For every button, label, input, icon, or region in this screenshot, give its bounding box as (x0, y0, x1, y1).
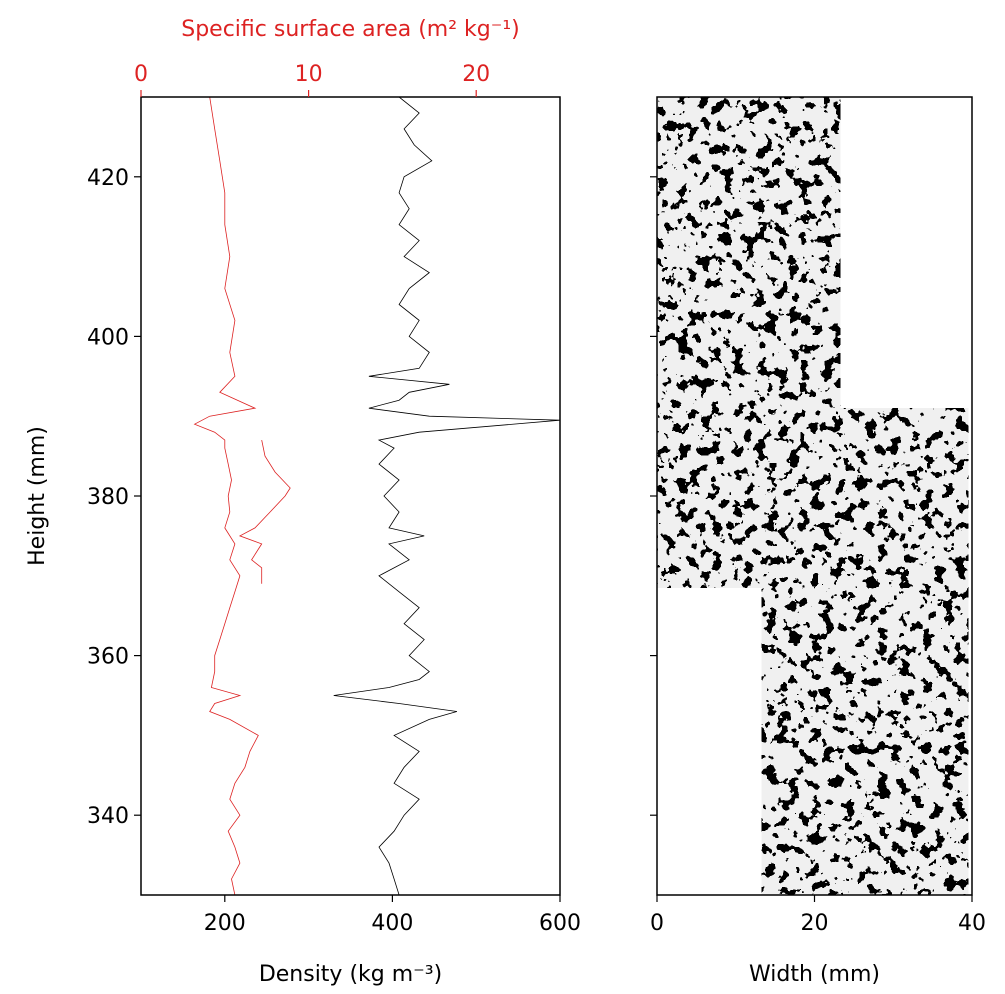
y-tick-label: 420 (87, 166, 129, 191)
axes-frame (140, 96, 561, 896)
y-tick-label: 360 (87, 645, 129, 670)
line (193, 97, 259, 895)
x2-tick-label: 0 (134, 62, 148, 87)
x-tick-label: 40 (958, 911, 986, 936)
x-tick-label: 600 (539, 911, 581, 936)
line (238, 440, 291, 584)
x2-axis-label: Specific surface area (m² kg⁻¹) (181, 17, 520, 42)
microstructure-image (657, 97, 841, 588)
y-tick-label: 400 (87, 325, 129, 350)
x-tick-label: 200 (204, 911, 246, 936)
y-tick-label: 340 (87, 804, 129, 829)
y-tick-label: 380 (87, 485, 129, 510)
x-axis-label: Density (kg m⁻³) (259, 962, 442, 987)
line (333, 97, 560, 895)
x-tick-label: 400 (371, 911, 413, 936)
x-tick-label: 20 (801, 911, 829, 936)
x-tick-label: 0 (650, 911, 664, 936)
x-axis-label: Width (mm) (749, 962, 880, 987)
y-axis-label: Height (mm) (25, 426, 50, 566)
plot-area (657, 97, 969, 895)
x2-tick-label: 20 (462, 62, 490, 87)
x2-tick-label: 10 (295, 62, 323, 87)
plot-area (193, 97, 560, 895)
